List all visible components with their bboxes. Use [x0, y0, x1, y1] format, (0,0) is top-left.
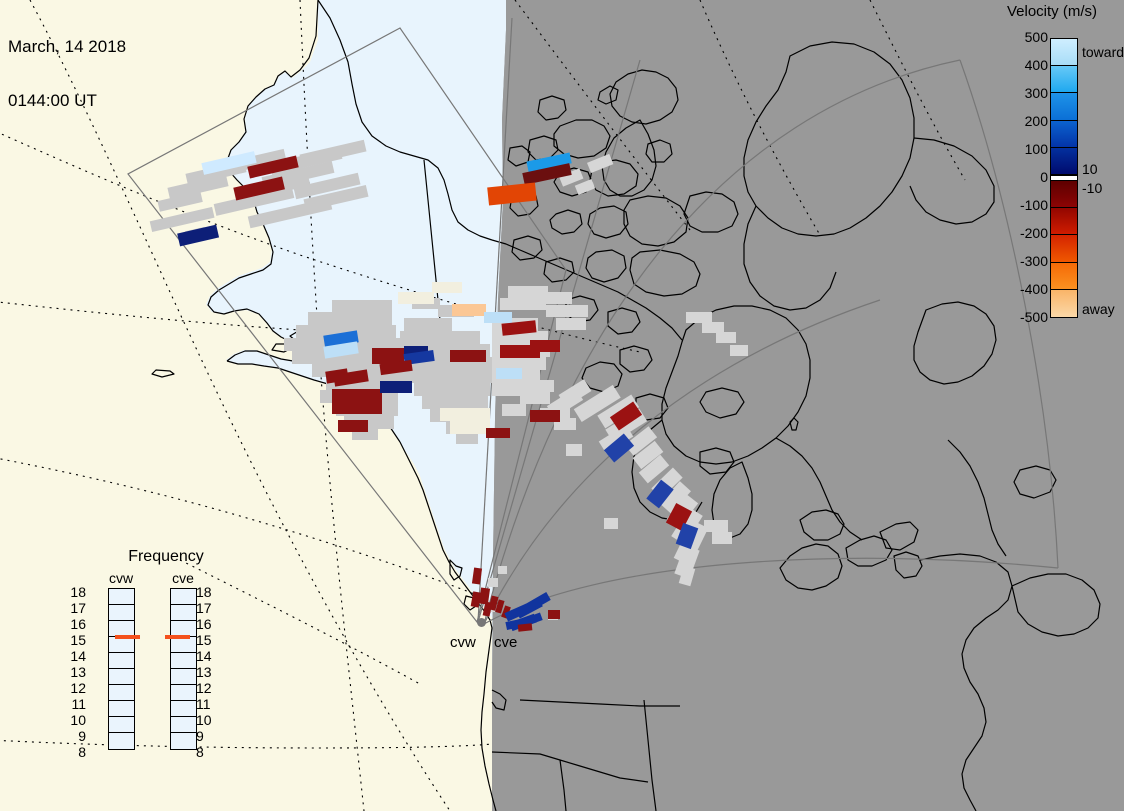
frequency-segment: [170, 717, 196, 733]
colorbar-tick--200: -200: [1019, 225, 1048, 241]
colorbar-band-3: [1051, 120, 1077, 148]
colorbar-band-0: [1051, 39, 1077, 67]
frequency-segment: [170, 605, 196, 621]
timestamp-time: 0144:00 UT: [8, 91, 97, 110]
colorbar-gradient: [1050, 38, 1078, 318]
colorbar-tick--400: -400: [1019, 281, 1048, 297]
frequency-tick: 15: [196, 632, 212, 648]
frequency-tick: 13: [196, 664, 212, 680]
colorbar-label-pos-threshold-label: 10: [1082, 161, 1098, 177]
colorbar-tick-500: 500: [1024, 29, 1048, 45]
radar-site-marker: [477, 618, 486, 627]
colorbar-band-5: [1051, 181, 1077, 209]
frequency-segment: [171, 733, 196, 749]
colorbar-label-neg-threshold-label: -10: [1082, 180, 1103, 196]
frequency-tick: 9: [196, 728, 204, 744]
frequency-legend: Frequency cvw 18 17 16 15 14 13 12 11 10 9 8 cve 18 17…: [70, 548, 246, 786]
frequency-segment: [170, 653, 196, 669]
colorbar-zero-gap: [1051, 175, 1077, 181]
frequency-tick: 15: [70, 632, 86, 648]
frequency-radar-label-cvw: cvw: [108, 570, 134, 586]
frequency-column-cvw: cvw 18 17 16 15 14 13 12 11 10 9 8: [70, 570, 156, 760]
frequency-tick: 13: [70, 664, 86, 680]
colorbar-tick--300: -300: [1019, 253, 1048, 269]
frequency-tick: 11: [71, 696, 86, 712]
frequency-marker-cvw: [114, 635, 140, 639]
frequency-tick: 10: [196, 712, 212, 728]
frequency-segment: [108, 669, 134, 685]
colorbar-band-1: [1051, 66, 1077, 94]
frequency-segment: [170, 669, 196, 685]
frequency-segment: [108, 701, 134, 717]
frequency-tick: 18: [70, 584, 86, 600]
frequency-tick: 9: [78, 728, 86, 744]
colorbar-band-7: [1051, 235, 1077, 263]
colorbar-label-toward-label: toward: [1082, 44, 1124, 60]
frequency-tick: 16: [196, 616, 212, 632]
frequency-tick: 8: [78, 744, 86, 760]
colorbar-tick-400: 400: [1024, 57, 1048, 73]
frequency-marker-cve: [164, 635, 190, 639]
colorbar-band-6: [1051, 208, 1077, 236]
frequency-tick: 17: [196, 600, 212, 616]
frequency-segment: [170, 589, 196, 605]
frequency-tick: 8: [196, 744, 204, 760]
colorbar-tick-200: 200: [1024, 113, 1048, 129]
frequency-segment: [108, 637, 134, 653]
frequency-segment: [108, 717, 134, 733]
velocity-colorbar: Velocity (m/s) 500 400 300 200 100 0 -100 -200 -…: [980, 0, 1124, 340]
frequency-segment: [170, 685, 196, 701]
frequency-segment: [109, 733, 134, 749]
frequency-column-cve: cve 18 17 16 15 14 13 12 11 10 9 8: [148, 570, 218, 760]
geographic-grid: [0, 0, 966, 811]
colorbar-band-2: [1051, 93, 1077, 121]
velocity-cells: [177, 151, 699, 632]
frequency-segment: [108, 653, 134, 669]
frequency-tick: 12: [70, 680, 86, 696]
colorbar-tick-100: 100: [1024, 141, 1048, 157]
frequency-tick: 11: [196, 696, 211, 712]
frequency-tick: 18: [196, 584, 212, 600]
frequency-tick: 10: [70, 712, 86, 728]
colorbar-tick-300: 300: [1024, 85, 1048, 101]
frequency-tick: 14: [70, 648, 86, 664]
frequency-segment: [170, 701, 196, 717]
timestamp-date: March, 14 2018: [8, 37, 127, 56]
colorbar-tick--500: -500: [1019, 309, 1048, 325]
frequency-tick: 16: [70, 616, 86, 632]
colorbar-label-away-label: away: [1082, 301, 1115, 317]
frequency-segment: [108, 589, 134, 605]
frequency-tick: 14: [196, 648, 212, 664]
frequency-bar-cve: [164, 588, 197, 750]
colorbar-tick--100: -100: [1019, 197, 1048, 213]
frequency-segment: [108, 685, 134, 701]
frequency-tick: 12: [196, 680, 212, 696]
frequency-scale-cve: 18 17 16 15 14 13 12 11 10 9 8: [196, 584, 220, 760]
timestamp-block: March, 14 2018 0144:00 UT: [8, 2, 126, 146]
frequency-segment: [170, 637, 196, 653]
radar-label-cve: cve: [494, 634, 518, 651]
colorbar-title: Velocity (m/s): [1006, 3, 1097, 20]
colorbar-band-8: [1051, 262, 1077, 290]
frequency-radar-label-cve: cve: [172, 570, 194, 586]
radar-label-cvw: cvw: [450, 634, 476, 651]
frequency-bar-cvw: [107, 588, 140, 750]
colorbar-band-9: [1051, 289, 1077, 317]
colorbar-band-4: [1051, 147, 1077, 175]
frequency-tick: 17: [70, 600, 86, 616]
frequency-segment: [108, 605, 134, 621]
colorbar-tick-0: 0: [1040, 169, 1048, 185]
frequency-scale-cvw: 18 17 16 15 14 13 12 11 10 9 8: [62, 584, 86, 760]
frequency-title: Frequency: [128, 548, 204, 565]
